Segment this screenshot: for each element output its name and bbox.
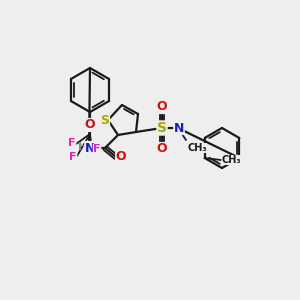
Text: O: O [85, 118, 95, 131]
Text: S: S [157, 121, 167, 135]
Text: N: N [174, 122, 184, 134]
Text: CH₃: CH₃ [222, 155, 241, 165]
Text: O: O [157, 142, 167, 155]
Text: F: F [93, 144, 101, 154]
Text: N: N [85, 142, 95, 154]
Text: S: S [100, 113, 109, 127]
Text: O: O [157, 100, 167, 113]
Text: CH₃: CH₃ [187, 143, 207, 153]
Text: F: F [68, 138, 76, 148]
Text: F: F [69, 152, 77, 162]
Text: H: H [78, 142, 88, 152]
Text: O: O [116, 151, 126, 164]
